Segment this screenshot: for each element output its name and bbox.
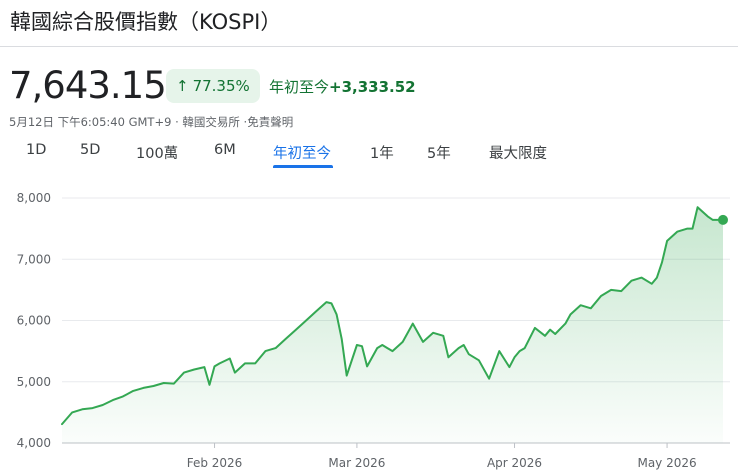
quote-time: 下午6:05:40 GMT+9 — [57, 115, 172, 129]
x-tick-label: Feb 2026 — [187, 456, 243, 470]
active-tab-indicator — [273, 165, 333, 168]
period-change-label: 年初至今 — [269, 78, 330, 96]
current-price: 7,643.15 — [9, 64, 167, 107]
tab-1d[interactable]: 1D — [26, 142, 47, 158]
y-axis-ticks: 8,000 7,000 6,000 5,000 4,000 — [17, 191, 51, 450]
y-tick-label: 4,000 — [17, 436, 51, 450]
percent-change-value: 77.35% — [192, 77, 250, 95]
y-tick-label: 5,000 — [17, 375, 51, 389]
tab-5y[interactable]: 5年 — [427, 146, 451, 162]
y-tick-label: 8,000 — [17, 191, 51, 205]
quote-exchange: 韓國交易所 — [182, 115, 240, 129]
quote-date: 5月12日 — [9, 115, 54, 129]
tab-6m[interactable]: 6M — [214, 142, 236, 158]
tab-max[interactable]: 最大限度 — [489, 146, 547, 162]
header-divider — [0, 46, 738, 47]
tab-ytd[interactable]: 年初至今 — [273, 146, 331, 162]
y-tick-label: 6,000 — [17, 314, 51, 328]
tab-100m[interactable]: 100萬 — [136, 146, 179, 162]
x-tick-label: Mar 2026 — [328, 456, 385, 470]
price-chart[interactable]: 8,000 7,000 6,000 5,000 4,000 Feb 2026 Mar 20… — [0, 176, 738, 476]
quote-meta: 5月12日 下午6:05:40 GMT+9 · 韓國交易所 ·免責聲明 — [9, 115, 294, 129]
tab-5d[interactable]: 5D — [80, 142, 101, 158]
page-title: 韓國綜合股價指數（KOSPI） — [10, 10, 282, 34]
tab-1y[interactable]: 1年 — [370, 146, 394, 162]
last-price-dot — [718, 214, 728, 225]
price-line — [61, 206, 724, 426]
arrow-up-icon: ↑ — [176, 77, 189, 95]
disclaimer-link[interactable]: ·免責聲明 — [243, 115, 294, 129]
period-change: 年初至今+3,333.52 — [269, 76, 416, 97]
period-change-value: +3,333.52 — [329, 78, 416, 96]
x-tick-label: Apr 2026 — [487, 456, 542, 470]
x-tick-label: May 2026 — [637, 456, 696, 470]
y-tick-label: 7,000 — [17, 252, 51, 266]
percent-change-badge: ↑ 77.35% — [166, 69, 260, 103]
price-area — [62, 207, 723, 443]
x-axis-ticks: Feb 2026 Mar 2026 Apr 2026 May 2026 — [187, 443, 697, 470]
